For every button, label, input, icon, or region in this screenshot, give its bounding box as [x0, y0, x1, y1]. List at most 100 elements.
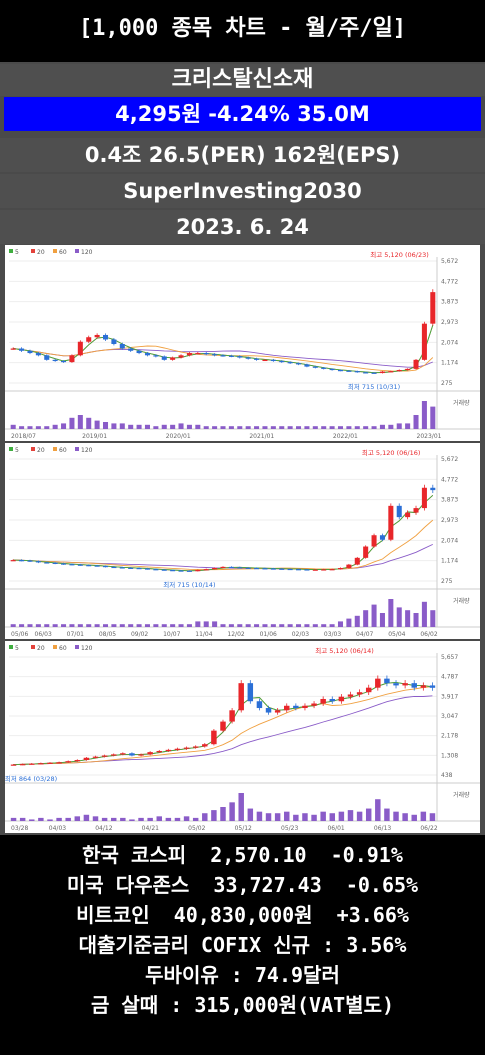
- volume-bar: [237, 624, 243, 627]
- x-tick-label: 07/01: [67, 631, 84, 638]
- volume-bar: [329, 426, 335, 429]
- candle-body: [220, 355, 226, 357]
- candle-body: [110, 754, 117, 756]
- legend-label: 20: [37, 249, 45, 256]
- x-tick-label: 11/04: [195, 631, 212, 638]
- volume-bar: [411, 814, 417, 821]
- y-tick-label: 4,772: [441, 476, 458, 483]
- volume-bar: [247, 808, 254, 821]
- volume-bar: [136, 624, 142, 627]
- daily-chart: 5 20 60 120 5,657 4,787 3,917 3,047 2,178 1,308 43…: [5, 645, 480, 832]
- candle-body: [405, 368, 411, 371]
- x-tick-label: 05/04: [388, 631, 405, 638]
- candle-body: [35, 353, 41, 356]
- candle-body: [120, 753, 126, 755]
- volume-bar: [153, 624, 159, 627]
- y-tick-label: 1,174: [441, 360, 458, 367]
- volume-bar: [69, 624, 75, 627]
- candle-body: [430, 487, 436, 491]
- volume-bar: [245, 624, 251, 627]
- candle-body: [296, 363, 302, 365]
- y-tick-label: 438: [441, 772, 453, 779]
- volume-bar: [384, 808, 390, 821]
- x-tick-label: 03/03: [324, 631, 341, 638]
- volume-bar: [284, 811, 290, 821]
- candle-body: [77, 341, 83, 356]
- candle-body: [270, 359, 276, 362]
- candle-body: [61, 563, 67, 565]
- volume-bar: [128, 624, 134, 627]
- volume-bar: [293, 814, 299, 821]
- volume-bar: [302, 813, 308, 821]
- candle-body: [321, 569, 327, 571]
- x-tick-label: 2021/01: [249, 433, 274, 440]
- volume-bar: [56, 817, 62, 821]
- x-tick-label: 05/23: [281, 825, 298, 832]
- volume-bar: [371, 426, 377, 429]
- volume-bar: [86, 624, 92, 627]
- volume-bar: [312, 624, 318, 627]
- candle-body: [161, 356, 167, 360]
- volume-bar: [346, 426, 352, 429]
- candle-body: [356, 692, 363, 695]
- candle-body: [388, 371, 394, 373]
- candle-body: [429, 685, 436, 688]
- volume-bar: [128, 424, 134, 429]
- candle-body: [421, 487, 427, 509]
- volume-bar: [220, 426, 226, 429]
- candle-body: [147, 752, 153, 755]
- candle-body: [192, 746, 199, 748]
- volume-bar: [421, 601, 427, 627]
- candle-body: [136, 568, 142, 570]
- candle-body: [19, 560, 25, 562]
- candle-body: [19, 348, 25, 351]
- ma20-line: [13, 494, 434, 572]
- low-label: 최저 715 (10/31): [348, 382, 400, 391]
- candle-body: [287, 568, 293, 571]
- volume-bar: [320, 811, 326, 821]
- candle-body: [393, 683, 399, 686]
- candle-body: [337, 568, 344, 570]
- volume-bar: [363, 426, 369, 429]
- candle-body: [371, 535, 377, 547]
- candle-body: [52, 562, 58, 565]
- volume-bar: [421, 401, 427, 429]
- volume-bar: [101, 817, 108, 821]
- y-tick-label: 5,672: [441, 258, 458, 265]
- x-tick-label: 06/13: [374, 825, 391, 832]
- volume-bar: [156, 816, 162, 821]
- dow-line: 미국 다우존스 33,727.43 -0.65%: [66, 873, 419, 897]
- x-tick-label: 2020/01: [166, 433, 191, 440]
- legend-label: 120: [81, 447, 93, 454]
- monthly-chart-panel: 5 20 60 120 5,672 4,772 3,873 2,973 2,074 1,174 27…: [5, 245, 480, 441]
- candle-body: [138, 754, 144, 756]
- candle-body: [212, 354, 218, 356]
- y-tick-label: 4,787: [441, 674, 458, 681]
- volume-bar: [212, 621, 218, 627]
- candle-body: [102, 334, 109, 340]
- candle-body: [375, 678, 381, 688]
- volume-bar: [129, 819, 135, 821]
- candle-body: [195, 353, 201, 355]
- volume-bar: [44, 426, 50, 429]
- volume-bar: [119, 624, 125, 627]
- volume-bar: [347, 810, 354, 821]
- volume-bar: [10, 424, 16, 429]
- volume-bar: [329, 624, 335, 627]
- volume-bar: [321, 624, 327, 627]
- ma60-line: [13, 519, 434, 571]
- volume-bar: [229, 802, 235, 821]
- candle-body: [153, 569, 159, 571]
- candle-body: [183, 747, 190, 749]
- volume-bar: [178, 423, 184, 429]
- volume-bar: [86, 417, 92, 429]
- volume-bar: [220, 624, 226, 627]
- volume-bar: [77, 415, 83, 429]
- price-line: 4,295원 -4.24% 35.0M: [4, 97, 481, 131]
- volume-bar: [337, 621, 344, 627]
- volume-bar: [363, 610, 369, 627]
- candle-body: [262, 568, 268, 570]
- volume-bar: [365, 808, 372, 821]
- volume-bar: [245, 426, 251, 429]
- candle-body: [186, 353, 192, 356]
